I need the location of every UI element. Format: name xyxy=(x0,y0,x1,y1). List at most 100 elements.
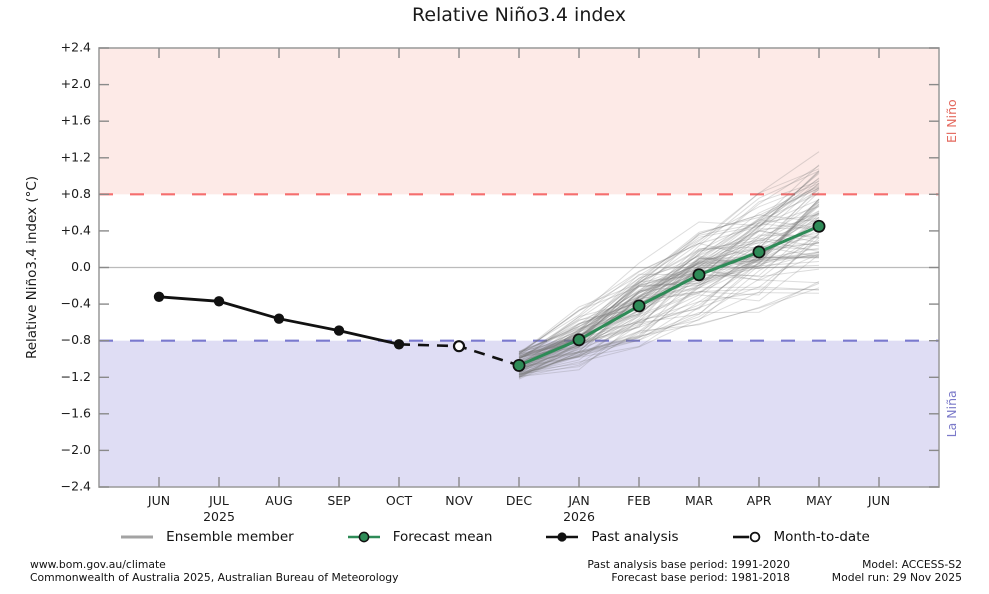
ensemble-member-line xyxy=(518,226,820,365)
y-tick-label: +2.0 xyxy=(61,76,91,91)
ensemble-member-line xyxy=(518,177,820,359)
y-tick-label: +2.4 xyxy=(61,40,91,55)
el-nino-band xyxy=(99,48,939,195)
ensemble-member-line xyxy=(518,255,820,356)
footer-copyright: Commonwealth of Australia 2025, Australi… xyxy=(30,571,399,584)
ensemble-member-line xyxy=(518,214,820,370)
x-tick-label: MAR xyxy=(685,493,713,508)
y-tick-label: −1.6 xyxy=(61,405,91,420)
ensemble-member-line xyxy=(518,280,820,373)
ensemble-member-line xyxy=(518,237,820,352)
ensemble-member-line xyxy=(518,251,820,356)
x-tick-label: OCT xyxy=(386,493,413,508)
y-tick-label: −2.0 xyxy=(61,442,91,457)
legend-item-forecast: Forecast mean xyxy=(346,529,492,545)
footer-past-base-period: Past analysis base period: 1991-2020 xyxy=(587,558,790,571)
y-tick-label: +1.2 xyxy=(61,149,91,164)
ensemble-member-line xyxy=(518,201,820,357)
ensemble-member-line xyxy=(518,241,820,369)
ensemble-member-line xyxy=(518,186,820,365)
ensemble-member-line xyxy=(518,206,820,371)
ensemble-member-line xyxy=(518,182,820,355)
forecast-mean-line xyxy=(518,224,820,367)
ensemble-member-line xyxy=(518,199,820,369)
ensemble-member-line xyxy=(518,151,820,360)
ensemble-member-line xyxy=(518,227,820,375)
footer-model-info: Model: ACCESS-S2 Model run: 29 Nov 2025 xyxy=(832,558,962,584)
legend-label-past: Past analysis xyxy=(591,529,679,545)
ensemble-member-line xyxy=(518,253,820,353)
ensemble-member-line xyxy=(518,212,820,359)
past-analysis-point xyxy=(273,313,285,324)
legend: Ensemble member Forecast mean Past analy… xyxy=(0,529,989,545)
ensemble-member-line xyxy=(518,234,820,378)
ensemble-member-line xyxy=(518,273,820,358)
ensemble-member-line xyxy=(518,191,820,376)
ensemble-member-line xyxy=(518,233,820,377)
ensemble-member-line xyxy=(518,203,820,362)
ensemble-member-line xyxy=(518,268,820,364)
x-tick-label: APR xyxy=(747,493,772,508)
forecast-mean-point xyxy=(632,299,646,313)
ensemble-member-line xyxy=(518,170,820,356)
chart-title: Relative Niño3.4 index xyxy=(411,4,627,26)
x-tick-label: JUL xyxy=(208,493,229,508)
ensemble-member-line xyxy=(518,214,820,366)
past-analysis-point xyxy=(393,339,405,350)
x-tick-label: JUN xyxy=(867,493,890,508)
y-tick-label: 0.0 xyxy=(71,259,91,274)
ensemble-member-line xyxy=(518,286,820,373)
forecast-mean-point xyxy=(572,333,586,347)
footer-model: Model: ACCESS-S2 xyxy=(862,558,962,571)
footer-url: www.bom.gov.au/climate xyxy=(30,558,166,571)
legend-label-mtd: Month-to-date xyxy=(773,529,870,545)
ensemble-member-line xyxy=(518,233,820,378)
ensemble-member-line xyxy=(518,189,820,353)
ensemble-member-line xyxy=(518,180,820,378)
ensemble-member-line xyxy=(518,171,820,370)
ensemble-member-line xyxy=(518,198,820,359)
y-tick-label: −1.2 xyxy=(61,369,91,384)
ensemble-member-line xyxy=(518,168,820,358)
legend-item-ensemble: Ensemble member xyxy=(119,529,294,545)
footer-forecast-base-period: Forecast base period: 1981-2018 xyxy=(611,571,790,584)
ensemble-member-line xyxy=(518,239,820,380)
legend-item-past: Past analysis xyxy=(544,529,679,545)
forecast-mean-point xyxy=(692,268,706,282)
month-to-date-point xyxy=(452,340,466,353)
x-tick-label: NOV xyxy=(445,493,473,508)
ensemble-member-line xyxy=(518,180,820,373)
ensemble-member-line xyxy=(518,173,820,364)
x-tick-label: AUG xyxy=(265,493,292,508)
x-tick-label: DEC xyxy=(506,493,533,508)
ensemble-member-line xyxy=(518,234,820,374)
ensemble-member-line xyxy=(518,178,820,363)
la-nina-label: La Niña xyxy=(944,390,959,437)
past-analysis-swatch-icon xyxy=(546,532,579,542)
ensemble-member-line xyxy=(518,292,820,376)
year-label: 2026 xyxy=(563,509,595,524)
x-tick-label: FEB xyxy=(627,493,651,508)
y-axis-title: Relative Niño3.4 index (°C) xyxy=(24,176,40,359)
ensemble-member-line xyxy=(518,187,820,355)
ensemble-member-line xyxy=(518,221,820,360)
el-nino-label: El Niño xyxy=(944,99,959,143)
forecast-mean-point xyxy=(812,219,826,233)
legend-label-ensemble: Ensemble member xyxy=(166,529,294,545)
x-tick-label: JUN xyxy=(147,493,170,508)
past-analysis-point xyxy=(213,296,225,307)
ensemble-member-line xyxy=(518,199,820,353)
ensemble-member-swatch-icon xyxy=(121,535,154,539)
ensemble-member-line xyxy=(518,256,820,366)
ensemble-member-line xyxy=(518,205,820,355)
legend-item-mtd: Month-to-date xyxy=(731,529,870,545)
month-to-date-swatch-icon xyxy=(732,531,760,543)
ensemble-member-line xyxy=(518,256,820,365)
ensemble-member-line xyxy=(518,282,820,369)
y-tick-label: +0.4 xyxy=(61,222,91,237)
ensemble-member-line xyxy=(518,237,820,376)
ensemble-member-line xyxy=(518,193,820,357)
ensemble-member-line xyxy=(518,254,820,371)
